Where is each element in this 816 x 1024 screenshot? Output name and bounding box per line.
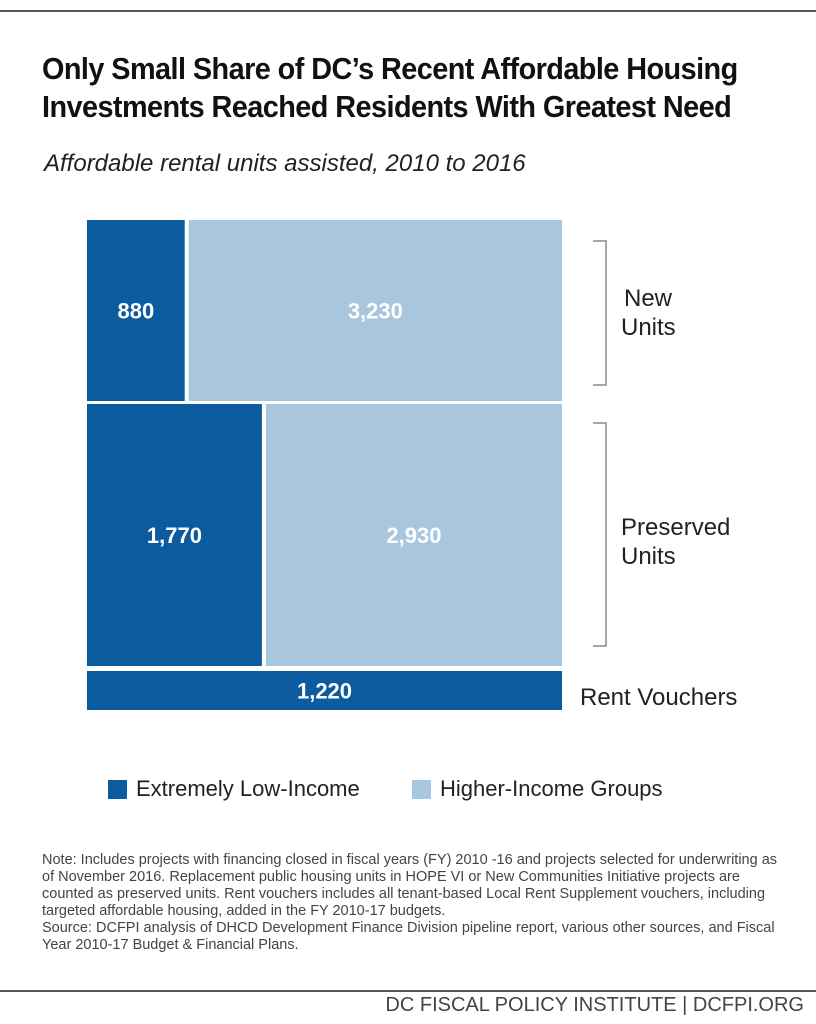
group-bracket xyxy=(593,422,607,647)
chart-title: Only Small Share of DC’s Recent Affordab… xyxy=(42,51,738,124)
cell-preserved-units-1 xyxy=(265,404,562,666)
group-label: New xyxy=(624,285,673,312)
cell-preserved-units-0 xyxy=(87,404,262,666)
note-text: Note: Includes projects with financing c… xyxy=(42,852,778,919)
footer-credit: DC FISCAL POLICY INSTITUTE | DCFPI.ORG xyxy=(385,994,804,1016)
cell-value-label: 3,230 xyxy=(348,299,403,324)
cell-value-label: 2,930 xyxy=(386,523,441,548)
cell-value-label: 1,220 xyxy=(297,679,352,704)
source-text: Source: DCFPI analysis of DHCD Developme… xyxy=(42,920,775,953)
group-bracket xyxy=(593,240,607,386)
group-label: Units xyxy=(621,543,676,570)
legend-label: Higher-Income Groups xyxy=(440,776,663,801)
legend-item-extremely-low-income: Extremely Low-Income xyxy=(108,776,360,802)
cell-value-label: 880 xyxy=(117,299,154,324)
cell-rent-vouchers-0 xyxy=(87,671,562,710)
cell-new-units-1 xyxy=(188,220,562,401)
top-rule xyxy=(0,10,816,12)
group-label: Preserved xyxy=(621,514,730,541)
cell-new-units-0 xyxy=(87,220,185,401)
group-label: Units xyxy=(621,314,676,341)
cell-value-label: 1,770 xyxy=(147,523,202,548)
legend-label: Extremely Low-Income xyxy=(136,776,360,801)
group-label: Rent Vouchers xyxy=(580,684,737,711)
bottom-rule xyxy=(0,990,816,992)
legend-swatch-dark xyxy=(108,779,127,799)
chart-subtitle: Affordable rental units assisted, 2010 t… xyxy=(44,150,526,177)
legend-swatch-light xyxy=(412,779,431,799)
legend-item-higher-income: Higher-Income Groups xyxy=(412,776,663,802)
notes: Note: Includes projects with financing c… xyxy=(42,852,782,954)
